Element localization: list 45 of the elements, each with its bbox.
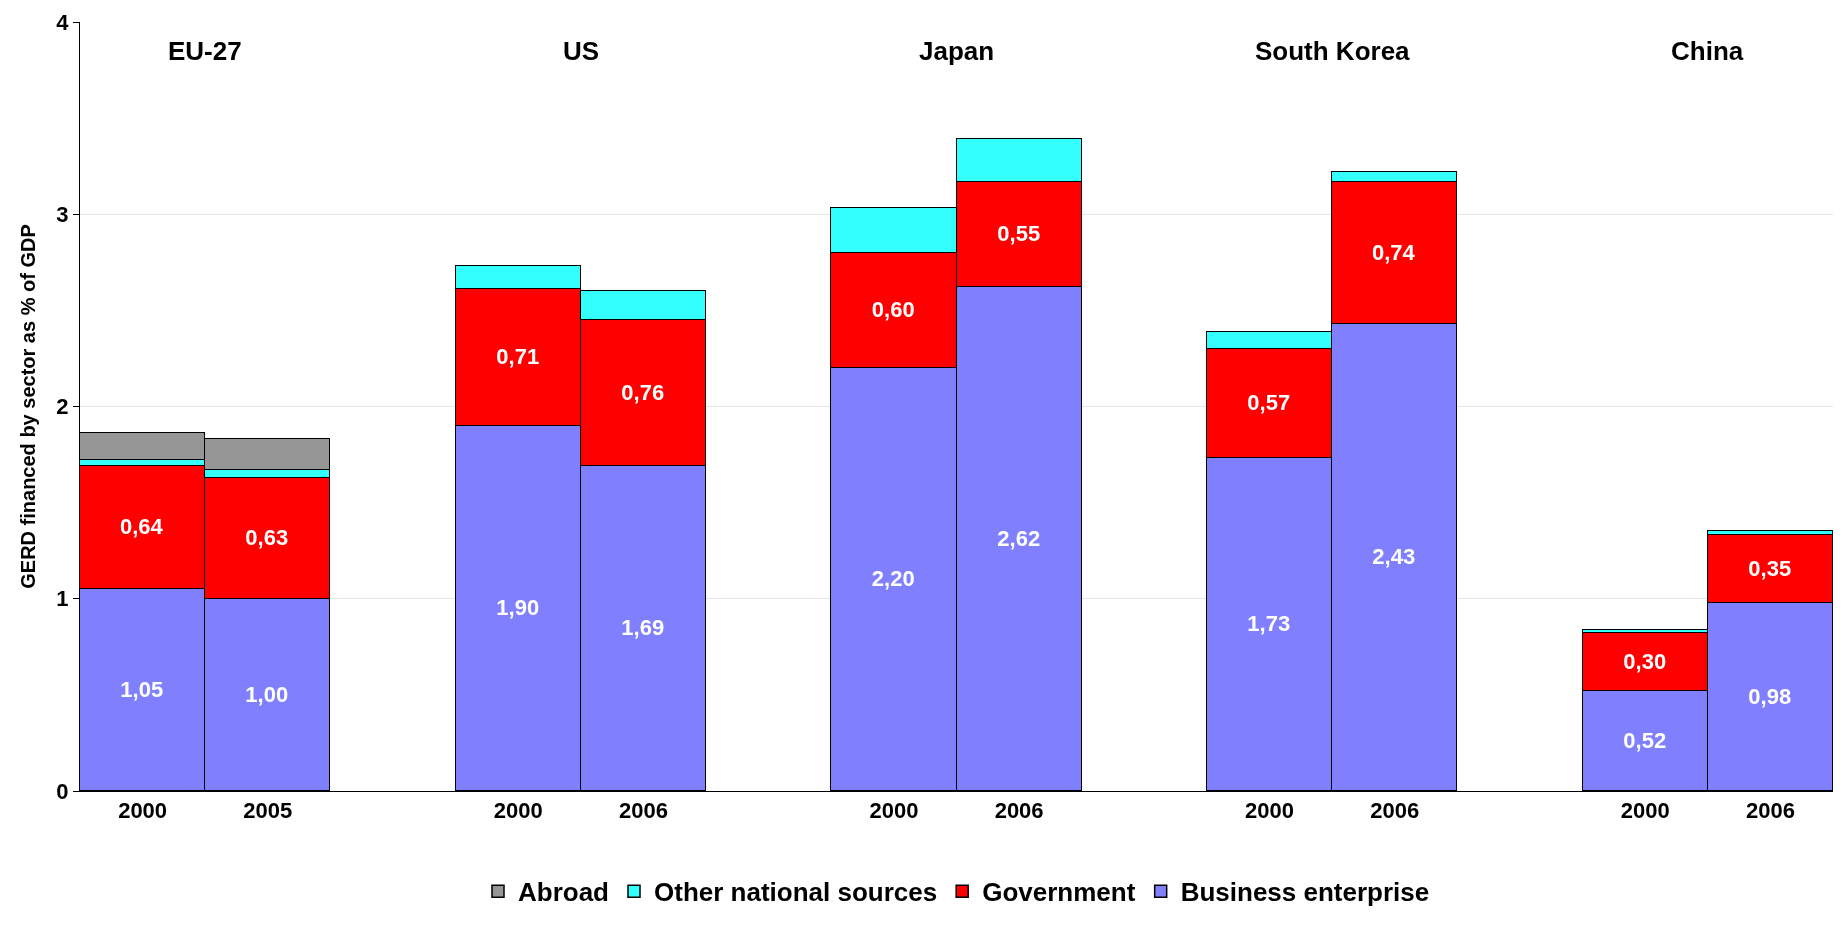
x-tick-label: 2006 [1370, 798, 1420, 824]
data-label: 1,90 [496, 595, 540, 621]
data-label: 0,55 [997, 221, 1041, 247]
data-label: 1,73 [1247, 611, 1291, 637]
data-label: 0,35 [1748, 555, 1792, 581]
data-label: 0,71 [496, 344, 540, 370]
data-label: 0,60 [871, 297, 915, 323]
y-tick-label: 4 [56, 9, 70, 35]
data-label: 0,30 [1623, 648, 1667, 674]
data-label: 0,98 [1748, 683, 1792, 709]
x-tick-label: 2000 [1245, 798, 1295, 824]
legend-label: Government [982, 877, 1136, 908]
data-label: 0,57 [1247, 390, 1291, 416]
y-tick-label: 0 [56, 778, 69, 804]
x-tick-label: 2006 [618, 798, 668, 824]
data-label: 0,64 [119, 514, 164, 540]
annotation: South Korea [1255, 36, 1411, 66]
data-label: 1,69 [621, 615, 665, 641]
data-label: 0,52 [1623, 727, 1667, 753]
x-tick-label: 2000 [493, 798, 543, 824]
data-label: 1,00 [245, 681, 289, 707]
y-tick-label: 3 [56, 201, 69, 227]
annotation: Japan [919, 36, 995, 66]
annotation: US [563, 36, 600, 66]
x-tick-label: 2005 [243, 798, 293, 824]
data-label: 0,76 [621, 379, 665, 405]
y-axis-title: GERD financed by sector as % of GDP [16, 224, 39, 589]
x-tick-label: 2000 [118, 798, 168, 824]
annotation: EU-27 [168, 36, 242, 66]
data-label: 2,62 [997, 525, 1041, 551]
data-label: 0,63 [245, 525, 289, 551]
legend-label: Other national sources [654, 877, 938, 908]
y-tick-label: 1 [56, 586, 69, 612]
data-label: 2,43 [1372, 544, 1416, 570]
legend-label: Abroad [518, 877, 609, 908]
x-tick-label: 2006 [1745, 798, 1795, 824]
data-label: 0,74 [1371, 239, 1416, 265]
data-label: 1,05 [120, 676, 164, 702]
x-tick-label: 2000 [869, 798, 919, 824]
x-tick-label: 2000 [1620, 798, 1670, 824]
x-tick-label: 2006 [994, 798, 1044, 824]
legend-label: Business enterprise [1180, 877, 1430, 908]
data-label: 2,20 [871, 566, 915, 592]
y-tick-label: 2 [56, 394, 69, 420]
annotation: China [1671, 36, 1744, 66]
